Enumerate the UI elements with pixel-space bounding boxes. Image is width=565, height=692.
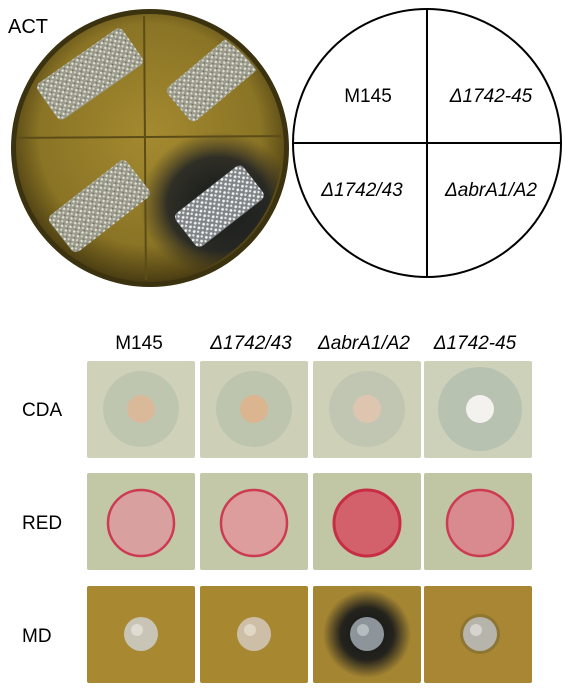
- schematic-label-top-right: Δ1742-45: [449, 86, 533, 107]
- cda-tile-d1742-45: [424, 361, 532, 458]
- schematic-label-bottom-right: ΔabrA1/A2: [445, 180, 537, 201]
- md-tile-d1742-45: [424, 586, 532, 683]
- act-plate-label: ACT: [8, 16, 48, 38]
- column-header-d1742-43: Δ1742/43: [210, 333, 292, 354]
- plate-schematic: [292, 8, 562, 278]
- row-header-red: RED: [22, 513, 63, 534]
- schematic-label-top-left: M145: [344, 86, 392, 107]
- md-tile-m145: [87, 586, 195, 683]
- schematic-label-bottom-left: Δ1742/43: [321, 180, 403, 201]
- cda-tile-m145: [87, 361, 195, 458]
- cda-tile-dabra1-a2: [313, 361, 421, 458]
- row-header-md: MD: [22, 626, 52, 647]
- red-tile-d1742-45: [424, 473, 532, 570]
- column-header-dabra1-a2: ΔabrA1/A2: [318, 333, 410, 354]
- md-tile-dabra1-a2: [313, 586, 421, 683]
- md-tile-d1742-43: [200, 586, 308, 683]
- cda-tile-d1742-43: [200, 361, 308, 458]
- column-header-d1742-45: Δ1742-45: [433, 333, 517, 354]
- red-tile-dabra1-a2: [313, 473, 421, 570]
- red-tile-d1742-43: [200, 473, 308, 570]
- column-header-m145: M145: [115, 333, 163, 354]
- red-tile-m145: [87, 473, 195, 570]
- row-header-cda: CDA: [22, 400, 63, 421]
- act-plate-photo: [11, 9, 289, 287]
